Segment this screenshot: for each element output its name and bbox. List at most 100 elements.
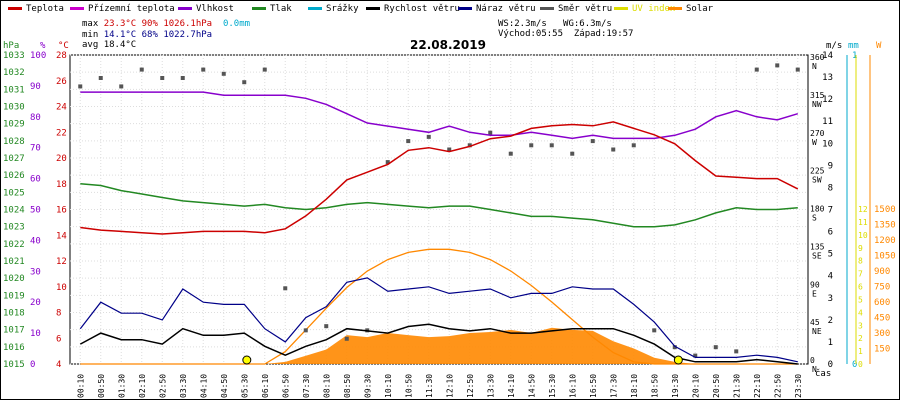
sunrise: Východ:05:55 (498, 29, 564, 39)
legend-swatch (366, 7, 380, 10)
tick-dir-lab-5: SW (812, 176, 822, 185)
tick-uv-5: 5 (858, 295, 863, 304)
tick-x-14: 09:30 (363, 374, 372, 398)
tick-degc-11: 26 (56, 77, 67, 87)
tick-pct-3: 30 (30, 267, 41, 277)
wind-dir-point-2 (119, 84, 124, 89)
tick-uv-4: 4 (858, 308, 863, 317)
tick-uv-12: 12 (858, 205, 868, 214)
wind-dir-point-5 (180, 76, 185, 81)
tick-pct-7: 70 (30, 144, 41, 154)
tick-w-2: 450 (874, 314, 890, 324)
wind-dir-point-4 (160, 76, 165, 81)
tick-x-22: 14:50 (527, 374, 536, 398)
stats-min: min 14.1°C 68% 1022.7hPa (82, 30, 212, 40)
tick-dir-lab-4: S (812, 214, 817, 223)
tick-x-32: 21:30 (732, 374, 741, 398)
rain-total: 0.0mm (222, 19, 251, 29)
wind-dir-point-25 (590, 139, 595, 144)
legend-item-8: UV index (614, 4, 675, 14)
tick-uv-11: 11 (858, 218, 868, 227)
tick-x-13: 08:50 (343, 374, 352, 398)
wind-dir-point-3 (139, 67, 144, 72)
legend-item-0: Teplota (8, 4, 64, 14)
tick-dir-val-0: 0 (810, 356, 815, 365)
tick-x-3: 02:10 (138, 374, 147, 398)
tick-w-0: 150 (874, 345, 890, 355)
tick-uv-2: 2 (858, 334, 863, 343)
wind-dir-point-13 (344, 336, 349, 341)
tick-dir-val-1: 45 (810, 318, 820, 327)
tick-uv-1: 1 (858, 347, 863, 356)
legend-label: Srážky (326, 4, 359, 14)
legend-label: Náraz větru (476, 4, 536, 14)
wind-dir-point-23 (549, 143, 554, 148)
tick-ms-12: 12 (822, 95, 833, 105)
tick-x-24: 16:10 (568, 374, 577, 398)
wind-dir-point-11 (303, 328, 308, 333)
wind-gust: WG:6.3m/s (563, 19, 612, 29)
axis-label-degc: °C (58, 41, 69, 51)
pressure-line (80, 183, 798, 228)
tick-pct-9: 90 (30, 82, 41, 92)
tick-mm-1: 1 (852, 51, 857, 61)
legend-item-3: Tlak (252, 4, 292, 14)
tick-x-6: 04:10 (199, 374, 208, 398)
tick-hpa-18: 1033 (3, 51, 25, 61)
wind-dir-point-31 (713, 345, 718, 350)
tick-w-3: 600 (874, 298, 890, 308)
tick-hpa-17: 1032 (3, 68, 25, 78)
tick-hpa-9: 1024 (3, 206, 25, 216)
wind-dir-point-27 (631, 143, 636, 148)
tick-hpa-6: 1021 (3, 257, 25, 267)
tick-x-18: 12:10 (445, 374, 454, 398)
tick-dir-lab-1: NE (812, 327, 822, 336)
tick-x-26: 17:30 (609, 374, 618, 398)
tick-x-28: 18:50 (650, 374, 659, 398)
tick-ms-8: 8 (828, 183, 833, 193)
wind-dir-point-29 (672, 345, 677, 350)
legend-item-2: Vlhkost (178, 4, 234, 14)
wind-dir-point-32 (734, 349, 739, 354)
tick-dir-lab-3: SE (812, 251, 822, 260)
tick-x-12: 08:10 (322, 374, 331, 398)
tick-x-2: 01:30 (117, 374, 126, 398)
avg-temp: 18.4°C (103, 40, 137, 50)
tick-hpa-12: 1027 (3, 154, 25, 164)
tick-x-7: 04:50 (220, 374, 229, 398)
tick-hpa-0: 1015 (3, 360, 25, 370)
tick-ms-1: 1 (828, 338, 833, 348)
axis-label-ms: m/s (826, 41, 842, 51)
tick-x-31: 20:50 (712, 374, 721, 398)
tick-ms-0: 0 (828, 360, 833, 370)
stats-sun: Východ:05:55 Západ:19:57 (498, 29, 633, 39)
tick-ms-10: 10 (822, 139, 833, 149)
tick-uv-6: 6 (858, 283, 863, 292)
legend-label: Tlak (270, 4, 292, 14)
tick-w-5: 900 (874, 267, 890, 277)
wind-dir-point-1 (98, 76, 103, 81)
tick-w-8: 1350 (874, 221, 896, 231)
tick-x-17: 11:30 (425, 374, 434, 398)
tick-hpa-7: 1022 (3, 240, 25, 250)
axis-label-hpa: hPa (3, 41, 19, 51)
max-label: max (82, 19, 99, 29)
wind-dir-point-33 (754, 67, 759, 72)
wind-dir-point-17 (426, 134, 431, 139)
tick-ms-9: 9 (828, 161, 833, 171)
tick-degc-5: 14 (56, 231, 67, 241)
legend-swatch (458, 7, 472, 10)
tick-x-9: 06:10 (261, 374, 270, 398)
stats-avg: avg 18.4°C (82, 40, 136, 50)
wind-dir-point-22 (529, 143, 534, 148)
legend-item-9: Solar (668, 4, 713, 14)
min-label: min (82, 30, 99, 40)
tick-hpa-4: 1019 (3, 291, 25, 301)
legend-swatch (540, 7, 554, 10)
axis-label-x: čas (815, 368, 831, 379)
tick-w-6: 1050 (874, 252, 896, 262)
tick-degc-9: 22 (56, 128, 67, 138)
wind-dir-point-35 (795, 67, 800, 72)
tick-uv-8: 8 (858, 257, 863, 266)
axis-label-mm: mm (848, 41, 859, 51)
